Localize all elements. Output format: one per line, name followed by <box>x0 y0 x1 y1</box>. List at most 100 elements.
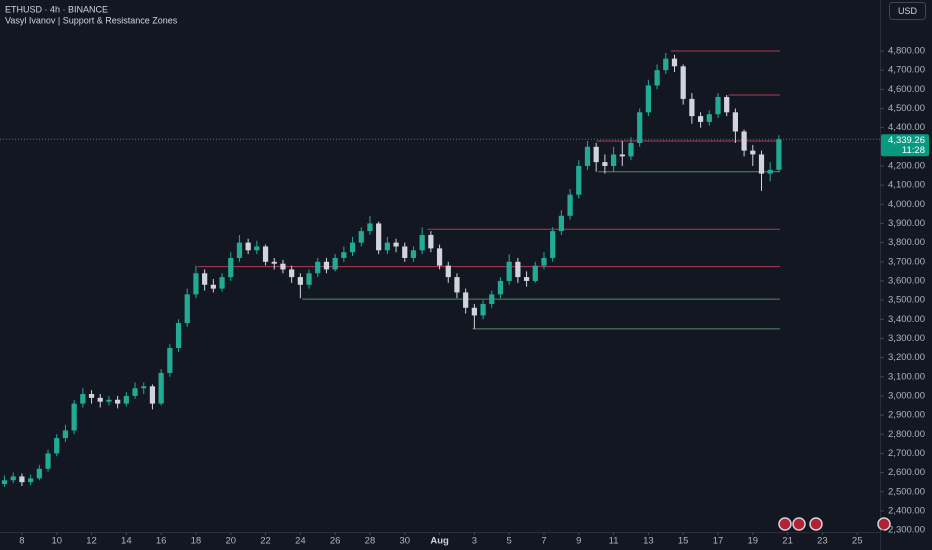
candle-body <box>593 146 599 163</box>
y-tick-label: 2,300.00 <box>888 525 925 536</box>
candle-body <box>550 231 556 258</box>
candle-body <box>123 395 129 404</box>
candle-body <box>741 131 747 151</box>
x-tick-label: 13 <box>643 536 654 547</box>
candle-body <box>219 277 225 289</box>
event-icons <box>778 517 891 531</box>
candle-body <box>402 246 408 258</box>
x-tick-label: Aug <box>430 536 449 547</box>
candle-body <box>419 234 425 251</box>
x-tick-label: 7 <box>541 536 546 547</box>
candle-body <box>376 223 382 251</box>
x-tick-label: 18 <box>191 536 202 547</box>
y-tick-label: 2,600.00 <box>888 467 925 478</box>
y-tick-label: 3,800.00 <box>888 237 925 248</box>
candle-body <box>306 273 312 285</box>
y-tick-label: 3,600.00 <box>888 275 925 286</box>
candle-body <box>141 386 147 389</box>
candle-body <box>315 261 321 274</box>
candle-body <box>62 430 69 439</box>
y-tick-label: 2,400.00 <box>888 505 925 516</box>
y-tick-label: 4,400.00 <box>888 122 925 133</box>
x-tick-label: 22 <box>260 536 271 547</box>
x-tick-label: 10 <box>51 536 62 547</box>
candle-body <box>228 257 234 278</box>
candle-body <box>750 150 756 155</box>
candle-body <box>80 394 86 404</box>
x-tick-label: 19 <box>748 536 759 547</box>
candle-body <box>349 242 356 253</box>
chart-title: ETHUSD · 4h · BINANCE <box>5 4 108 14</box>
event-icon[interactable] <box>778 517 792 531</box>
candle-body <box>706 114 712 122</box>
event-icon[interactable] <box>809 517 823 531</box>
event-icon[interactable] <box>792 517 806 531</box>
candle-body <box>689 98 695 117</box>
candle-body <box>410 250 417 258</box>
candle-body <box>167 348 173 373</box>
y-tick-label: 4,200.00 <box>888 160 925 171</box>
candle-body <box>271 261 277 264</box>
candle-body <box>471 307 477 316</box>
candle-body <box>654 70 660 86</box>
candle-body <box>45 453 51 469</box>
candle-body <box>602 162 608 166</box>
x-tick-label: 30 <box>399 536 410 547</box>
x-tick-label: 12 <box>86 536 97 547</box>
candle-body <box>88 394 95 398</box>
last-price-label: 4,339.26 <box>888 135 925 146</box>
candle-body <box>567 194 573 216</box>
candle-body <box>436 248 443 266</box>
candle-body <box>610 154 617 166</box>
x-tick-label: 26 <box>330 536 341 547</box>
candle-body <box>680 66 686 99</box>
x-tick-label: 23 <box>817 536 828 547</box>
y-tick-label: 4,700.00 <box>888 65 925 76</box>
x-tick-label: 9 <box>576 536 581 547</box>
candle-body <box>671 58 678 67</box>
candle-body <box>497 280 504 295</box>
x-tick-label: 16 <box>156 536 167 547</box>
y-tick-label: 3,100.00 <box>888 371 925 382</box>
candle-body <box>262 246 269 262</box>
candle-body <box>132 388 138 396</box>
candle-body <box>28 478 34 483</box>
candle-body <box>758 154 765 174</box>
candle-body <box>715 96 721 115</box>
candle-body <box>619 154 625 157</box>
candle-body <box>523 277 530 281</box>
y-tick-label: 3,200.00 <box>888 352 925 363</box>
currency-button[interactable] <box>889 2 926 20</box>
candle-body <box>358 231 364 243</box>
candle-body <box>532 265 538 281</box>
y-tick-label: 2,500.00 <box>888 486 925 497</box>
candle-body <box>732 112 739 132</box>
candle-body <box>245 242 251 251</box>
x-tick-label: 11 <box>609 536 619 547</box>
countdown-label: 11:28 <box>902 145 925 156</box>
candle-body <box>36 468 42 479</box>
y-tick-label: 3,500.00 <box>888 295 925 306</box>
candle-body <box>323 261 330 270</box>
candle-body <box>489 294 495 304</box>
y-tick-label: 3,300.00 <box>888 333 925 344</box>
candle-body <box>1 480 8 485</box>
y-tick-label: 4,800.00 <box>888 45 925 56</box>
candle-body <box>445 265 451 278</box>
candle-body <box>645 85 651 113</box>
candle-body <box>428 234 434 249</box>
x-tick-label: 14 <box>121 536 132 547</box>
plot-area <box>0 50 880 487</box>
candle-body <box>454 277 460 293</box>
candle-body <box>19 476 25 483</box>
x-tick-label: 8 <box>19 536 24 547</box>
x-tick-label: 24 <box>295 536 306 547</box>
candle-body <box>724 96 730 113</box>
x-tick-label: 20 <box>225 536 236 547</box>
candle-body <box>115 399 121 404</box>
candle-body <box>341 252 347 258</box>
candle-body <box>10 476 16 481</box>
y-tick-label: 3,700.00 <box>888 256 925 267</box>
currency-label[interactable]: USD <box>898 6 918 16</box>
